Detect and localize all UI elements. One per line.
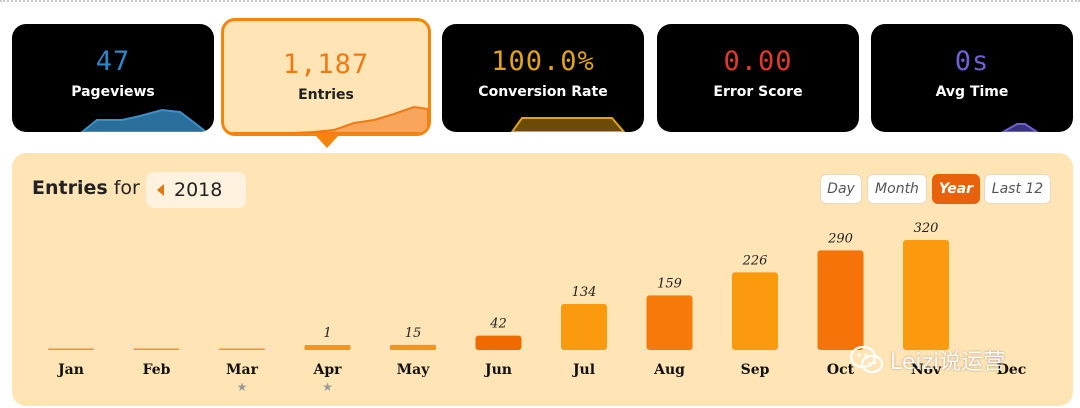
range-year-button[interactable]: Year — [932, 174, 980, 204]
bar-value-label: 226 — [742, 253, 768, 268]
metric-value: 0.00 — [723, 46, 793, 77]
metric-label: Error Score — [713, 84, 803, 100]
month-label-jun: Jun — [483, 362, 512, 378]
metric-card-error-score[interactable]: 0.00 Error Score — [657, 24, 859, 132]
metric-value: 0s — [954, 46, 990, 77]
month-label-nov: Nov — [911, 362, 942, 378]
month-label-mar: Mar — [226, 362, 259, 378]
star-icon: ★ — [322, 380, 333, 394]
bar-aug[interactable] — [646, 295, 693, 350]
month-label-jan: Jan — [56, 362, 84, 378]
metric-value: 1,187 — [282, 49, 370, 80]
month-label-dec: Dec — [997, 362, 1027, 378]
panel-title: Entries for — [32, 177, 140, 199]
bar-nov[interactable] — [903, 240, 949, 350]
bar-may[interactable] — [390, 344, 436, 350]
month-label-may: May — [397, 362, 431, 378]
metric-value: 100.0% — [491, 46, 595, 77]
metric-card-avg-time[interactable]: 0s Avg Time — [871, 24, 1073, 132]
bar-value-label: 290 — [827, 231, 853, 246]
bar-value-label: 320 — [914, 221, 939, 236]
bar-sep[interactable] — [732, 272, 778, 350]
month-label-jul: Jul — [571, 362, 595, 378]
conversion-sparkline — [510, 117, 626, 132]
watermark: Leizi说运营 — [850, 340, 1005, 380]
year-value: 2018 — [174, 179, 223, 201]
bar-mar[interactable] — [219, 348, 265, 351]
metric-label: Avg Time — [935, 84, 1009, 100]
entries-sparkline — [224, 105, 428, 133]
metric-value: 47 — [95, 46, 131, 77]
month-label-aug: Aug — [653, 362, 685, 378]
bar-jun[interactable] — [475, 335, 522, 350]
pageviews-sparkline — [80, 108, 208, 132]
metric-card-entries[interactable]: 1,187 Entries — [221, 18, 431, 136]
month-label-sep: Sep — [741, 362, 770, 378]
bar-oct[interactable] — [817, 250, 864, 350]
top-divider — [0, 0, 1080, 2]
month-label-apr: Apr — [312, 362, 342, 378]
panel-title-suffix: for — [107, 177, 140, 199]
star-icon: ★ — [237, 380, 248, 394]
range-month-button[interactable]: Month — [867, 174, 927, 204]
bar-apr[interactable] — [304, 345, 351, 350]
bar-value-label: 134 — [572, 285, 597, 300]
metric-card-pageviews[interactable]: 47 Pageviews — [12, 24, 214, 132]
metric-card-conversion-rate[interactable]: 100.0% Conversion Rate — [442, 24, 644, 132]
bar-value-label: 159 — [657, 276, 682, 291]
year-selector[interactable]: 2018 — [146, 172, 246, 208]
bar-value-label: 1 — [323, 326, 331, 341]
metric-label: Conversion Rate — [478, 84, 608, 100]
bar-jan[interactable] — [48, 348, 94, 351]
metric-label: Pageviews — [71, 84, 155, 100]
entries-bar-chart: Jan Feb Mar ★ 1 Apr ★ 15 May 42 Jun 134 Jul 159 Aug 226… — [48, 221, 1027, 394]
bar-feb[interactable] — [133, 348, 180, 351]
wechat-logo-icon — [850, 345, 884, 374]
active-card-pointer — [316, 136, 338, 148]
caret-left-icon[interactable] — [157, 184, 164, 196]
bar-jul[interactable] — [561, 303, 607, 350]
range-last12-button[interactable]: Last 12 — [984, 174, 1051, 204]
bar-value-label: 15 — [405, 326, 422, 341]
range-day-button[interactable]: Day — [820, 174, 862, 204]
metric-label: Entries — [298, 87, 354, 103]
entries-chart-panel: Entries for 2018 Day Month Year Last 12 … — [12, 153, 1073, 406]
bar-value-label: 42 — [489, 317, 507, 332]
avg-time-sparkline — [1000, 123, 1039, 132]
month-label-oct: Oct — [827, 362, 855, 378]
watermark-text: Leizi说运营 — [890, 350, 1006, 375]
month-label-feb: Feb — [143, 362, 171, 378]
panel-title-metric: Entries — [32, 177, 108, 199]
